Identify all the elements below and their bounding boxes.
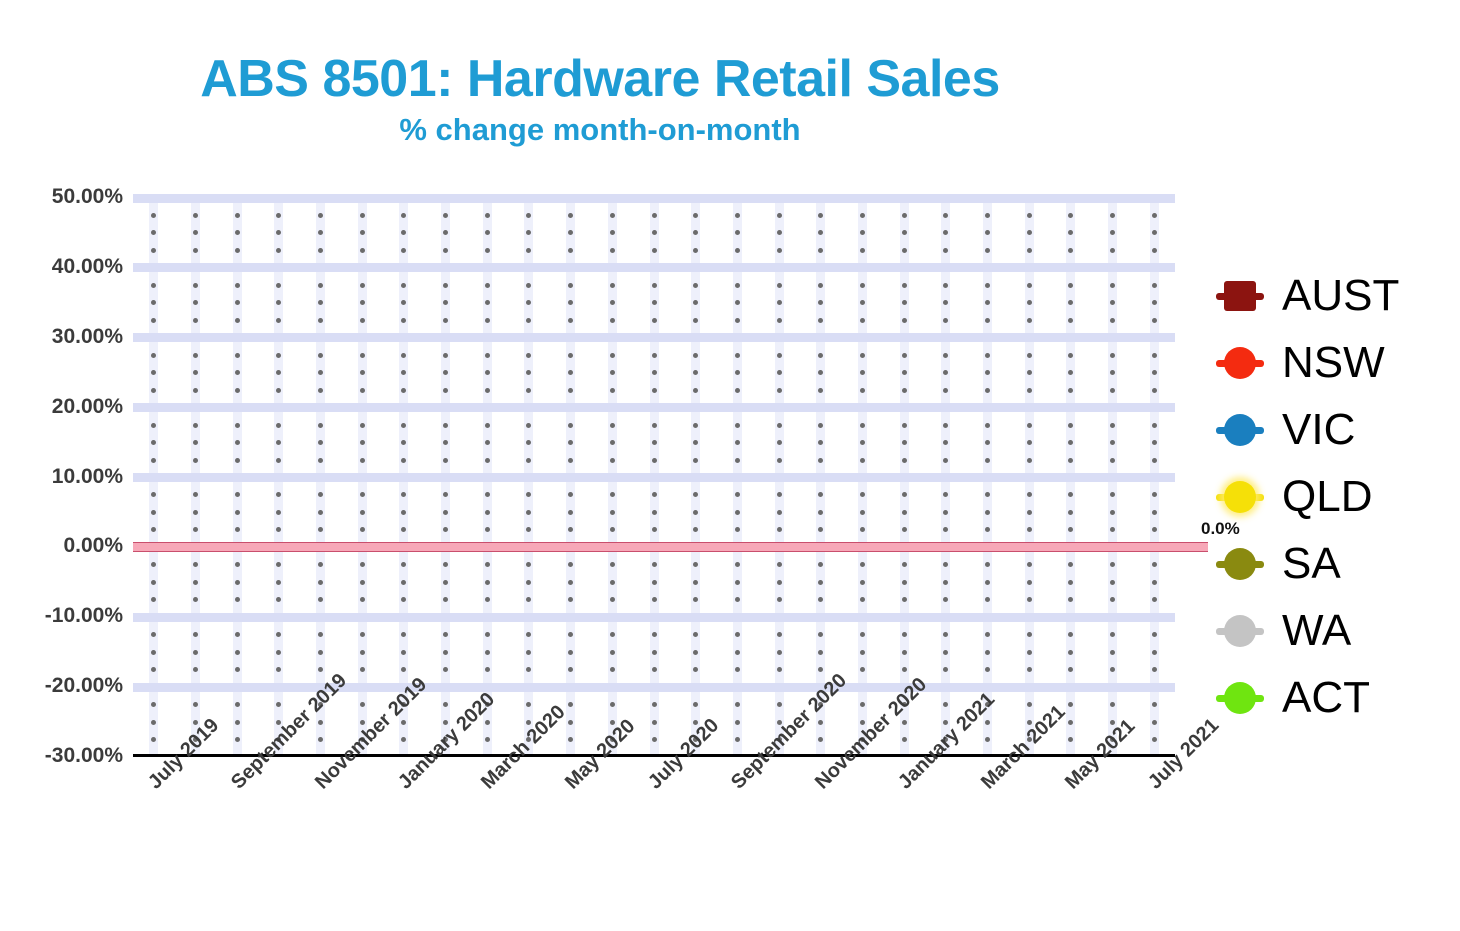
legend-label: VIC	[1282, 404, 1356, 454]
x-axis: July 2019 September 2019 November 2019 Janu…	[133, 670, 1224, 927]
y-axis-tick-label: 30.00%	[51, 324, 123, 348]
chart-legend: AUST NSW VIC QLD SA WA ACT	[1212, 262, 1460, 731]
zero-reference-line	[133, 542, 1175, 553]
legend-label: NSW	[1282, 337, 1385, 387]
gridline-major	[133, 263, 1175, 273]
legend-marker-vic-icon	[1212, 410, 1268, 450]
legend-marker-aust-icon	[1212, 276, 1268, 316]
gridline-major	[133, 193, 1175, 203]
zero-value-label: 0.0%	[1201, 519, 1240, 539]
legend-marker-nsw-icon	[1212, 343, 1268, 383]
legend-marker-qld-icon	[1212, 477, 1268, 517]
gridline-minor	[133, 370, 1175, 376]
gridline-minor	[133, 597, 1175, 603]
y-axis-tick-label: 20.00%	[51, 394, 123, 418]
gridline-minor	[133, 387, 1175, 393]
y-axis: 50.00% 40.00% 30.00% 20.00% 10.00% 0.00% -10.0…	[10, 185, 123, 767]
gridline-minor	[133, 562, 1175, 568]
gridline-minor	[133, 667, 1175, 673]
legend-label: WA	[1282, 605, 1352, 655]
legend-label: AUST	[1282, 270, 1400, 320]
gridline-minor	[133, 492, 1175, 498]
zero-reference-line-extension	[1175, 542, 1208, 553]
gridline-major	[133, 612, 1175, 622]
gridline-minor	[133, 457, 1175, 463]
y-axis-tick-label: 10.00%	[51, 464, 123, 488]
legend-label: QLD	[1282, 471, 1373, 521]
y-axis-tick-label: 0.00%	[63, 534, 123, 558]
page-title: ABS 8501: Hardware Retail Sales	[200, 50, 1000, 108]
gridline-major	[133, 333, 1175, 343]
gridline-minor	[133, 422, 1175, 428]
gridline-minor	[133, 300, 1175, 306]
y-axis-tick-label: -20.00%	[44, 674, 123, 698]
legend-item-aust[interactable]: AUST	[1212, 262, 1460, 329]
legend-item-qld[interactable]: QLD	[1212, 463, 1460, 530]
gridline-major	[133, 403, 1175, 413]
legend-label: SA	[1282, 538, 1341, 588]
legend-marker-sa-icon	[1212, 544, 1268, 584]
gridline-minor	[133, 719, 1175, 725]
gridline-minor	[133, 212, 1175, 218]
legend-item-act[interactable]: ACT	[1212, 664, 1460, 731]
gridline-minor	[133, 509, 1175, 515]
legend-marker-wa-icon	[1212, 611, 1268, 651]
gridline-minor	[133, 579, 1175, 585]
y-axis-tick-label: 40.00%	[51, 254, 123, 278]
x-axis-line	[133, 754, 1175, 757]
gridline-minor	[133, 247, 1175, 253]
title-block: ABS 8501: Hardware Retail Sales % change…	[0, 50, 1200, 148]
gridline-minor	[133, 702, 1175, 708]
gridline-minor	[133, 352, 1175, 358]
y-axis-tick-label: -10.00%	[44, 604, 123, 628]
gridline-minor	[133, 649, 1175, 655]
legend-item-sa[interactable]: SA	[1212, 530, 1460, 597]
gridline-major	[133, 682, 1175, 692]
y-axis-tick-label: -30.00%	[44, 744, 123, 767]
gridline-minor	[133, 632, 1175, 638]
gridline-minor	[133, 527, 1175, 533]
gridline-minor	[133, 737, 1175, 743]
legend-item-wa[interactable]: WA	[1212, 597, 1460, 664]
legend-item-vic[interactable]: VIC	[1212, 396, 1460, 463]
gridline-major	[133, 473, 1175, 482]
gridline-minor	[133, 230, 1175, 236]
chart-subtitle: % change month-on-month	[399, 112, 801, 148]
legend-label: ACT	[1282, 672, 1370, 722]
gridline-minor	[133, 282, 1175, 288]
plot-area	[133, 193, 1175, 757]
legend-marker-act-icon	[1212, 678, 1268, 718]
gridline-minor	[133, 317, 1175, 323]
legend-item-nsw[interactable]: NSW	[1212, 329, 1460, 396]
y-axis-tick-label: 50.00%	[51, 185, 123, 208]
gridline-minor	[133, 440, 1175, 446]
